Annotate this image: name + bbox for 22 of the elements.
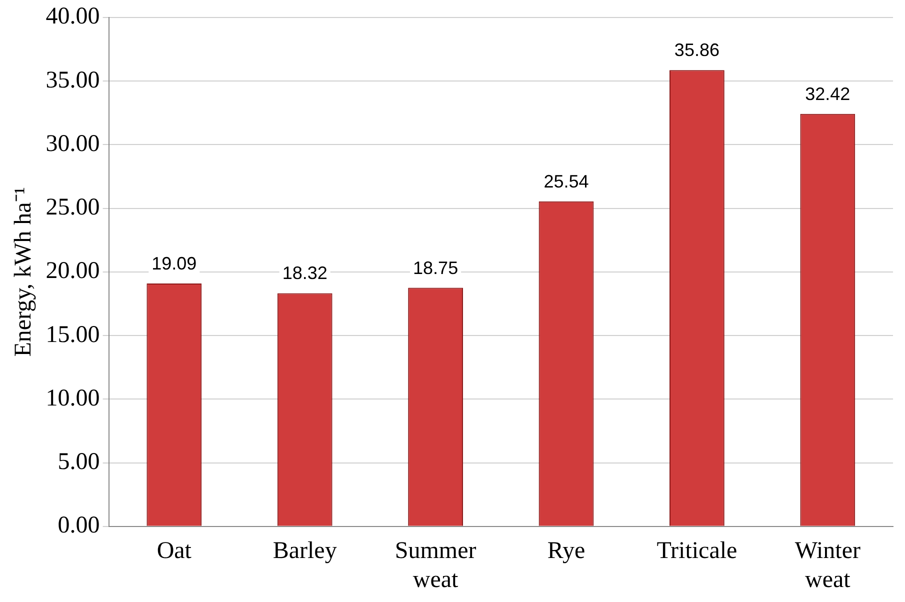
x-tick-label: Rye <box>547 538 586 564</box>
y-axis-title: Energy, kWh ha⁻¹ <box>10 186 37 357</box>
data-label: 25.54 <box>544 171 589 192</box>
y-tick-label: 5.00 <box>58 449 100 476</box>
data-label: 32.42 <box>805 84 850 104</box>
y-tick-label: 10.00 <box>46 385 100 412</box>
y-tick-label: 15.00 <box>46 322 100 348</box>
x-tick-label: Oat <box>156 538 192 564</box>
x-tick-label: Winter weat <box>794 538 860 593</box>
y-tick-label: 40.00 <box>46 4 100 30</box>
x-tick-label: Barley <box>272 538 337 564</box>
y-tick-label: 20.00 <box>46 258 100 284</box>
y-tick-label: 0.00 <box>58 512 100 539</box>
x-tick-label: Summer weat <box>394 538 476 593</box>
y-tick-label: 25.00 <box>46 194 100 221</box>
x-tick-label: Triticale <box>656 538 738 564</box>
y-tick-label: 35.00 <box>46 67 100 94</box>
data-label: 18.32 <box>282 263 328 284</box>
data-label: 19.09 <box>152 253 197 274</box>
data-label: 35.86 <box>674 40 720 60</box>
data-label: 18.75 <box>413 258 458 278</box>
y-tick-label: 30.00 <box>46 130 100 157</box>
